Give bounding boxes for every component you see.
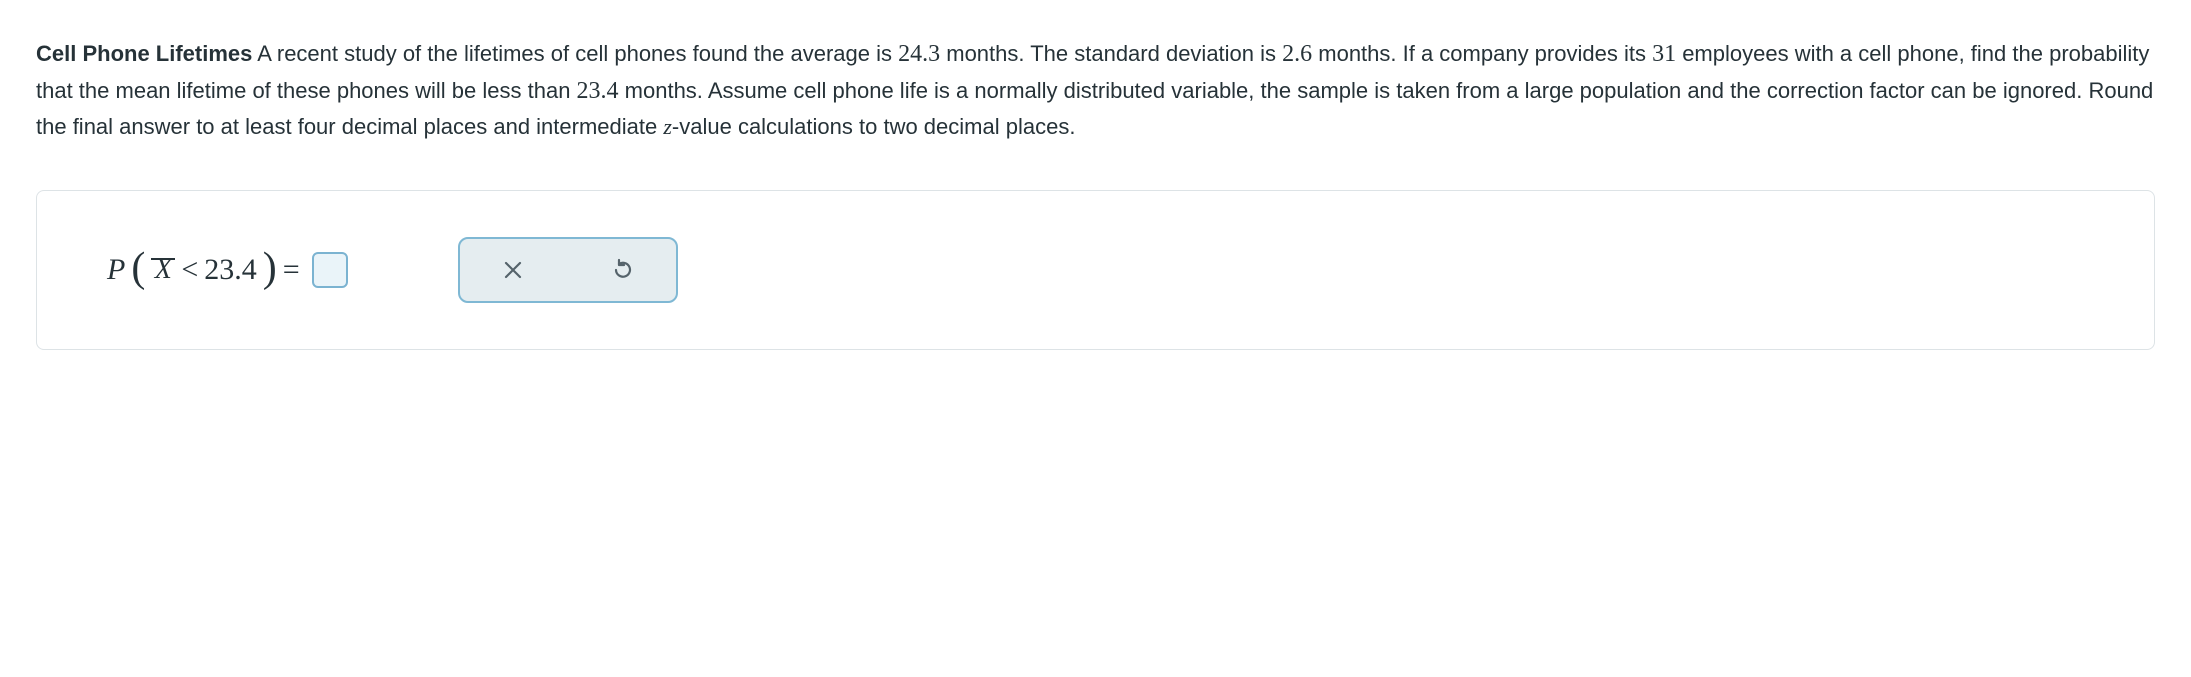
probability-formula: P ( X < 23.4 ) = bbox=[107, 238, 348, 303]
question-target: 23.4 bbox=[577, 78, 619, 104]
formula-X: X bbox=[155, 262, 172, 279]
question-title: Cell Phone Lifetimes bbox=[36, 41, 252, 66]
formula-equals: = bbox=[283, 247, 300, 294]
clear-button[interactable] bbox=[498, 255, 528, 285]
formula-lt: < bbox=[181, 247, 198, 294]
formula-xbar: X bbox=[151, 258, 175, 279]
question-text: Cell Phone Lifetimes A recent study of t… bbox=[36, 36, 2155, 144]
question-seg6: -value calculations to two decimal place… bbox=[672, 114, 1076, 139]
question-avg: 24.3 bbox=[898, 41, 940, 67]
formula-P: P bbox=[107, 247, 125, 294]
question-seg1: A recent study of the lifetimes of cell … bbox=[252, 41, 898, 66]
question-zvar: z bbox=[663, 114, 672, 139]
answer-panel: P ( X < 23.4 ) = bbox=[36, 190, 2155, 350]
close-icon bbox=[502, 259, 524, 281]
reset-button[interactable] bbox=[608, 255, 638, 285]
answer-toolbar bbox=[458, 237, 678, 303]
question-seg3: months. If a company provides its bbox=[1312, 41, 1652, 66]
question-sd: 2.6 bbox=[1282, 41, 1312, 67]
formula-lparen: ( bbox=[131, 236, 145, 301]
answer-input[interactable] bbox=[312, 252, 348, 288]
undo-icon bbox=[611, 258, 635, 282]
formula-rparen: ) bbox=[263, 236, 277, 301]
formula-value: 23.4 bbox=[204, 247, 257, 294]
question-n: 31 bbox=[1652, 41, 1676, 67]
question-seg2: months. The standard deviation is bbox=[940, 41, 1282, 66]
